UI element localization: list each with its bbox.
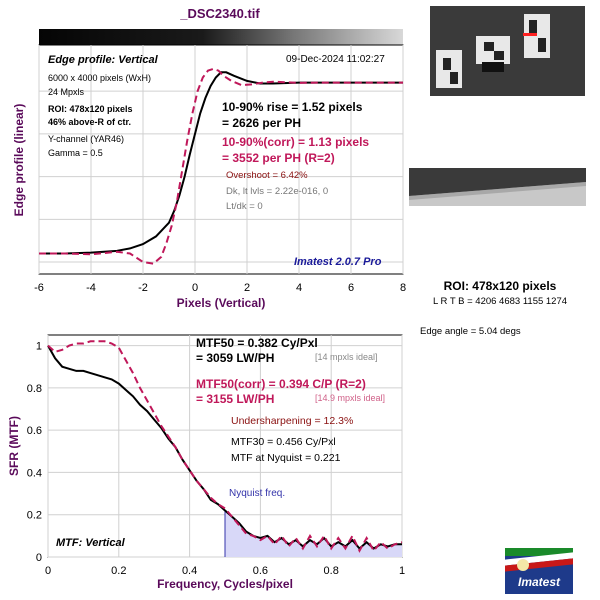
chart-thumbnail bbox=[430, 6, 585, 96]
mtf50-corr-result: MTF50(corr) = 0.394 C/P (R=2) bbox=[196, 377, 366, 391]
target-square-3-inner-2 bbox=[538, 38, 546, 52]
mtf50-result: MTF50 = 0.382 Cy/Pxl bbox=[196, 336, 318, 350]
light-dark-ratio: Lt/dk = 0 bbox=[226, 201, 263, 212]
edge-measured-line bbox=[39, 71, 403, 255]
logo-text: Imatest bbox=[517, 575, 561, 589]
mtf-measured-line bbox=[47, 345, 402, 550]
roi-edge-image bbox=[409, 182, 586, 206]
edge-x-tick-label: -2 bbox=[138, 282, 148, 294]
edge-x-tick-label: 2 bbox=[244, 282, 250, 294]
mtf-y-tick-label: 0.2 bbox=[27, 510, 42, 522]
target-square-2-inner bbox=[484, 42, 494, 51]
mtf-tick-labels: 0 0.2 0.4 0.6 0.8 1 0 0.2 0.4 0.6 0.8 1 bbox=[27, 341, 405, 577]
rise-corr-result: 10-90%(corr) = 1.13 pixels bbox=[222, 135, 370, 149]
mtf-y-tick-label: 0.4 bbox=[27, 467, 42, 479]
roi-position-info: 46% above-R of ctr. bbox=[48, 117, 132, 127]
roi-coordinates: L R T B = 4206 4683 1155 1274 bbox=[432, 296, 568, 307]
edge-gradient-bar bbox=[39, 29, 403, 45]
mtf-y-axis-label: SFR (MTF) bbox=[7, 416, 21, 476]
imatest-logo: Imatest bbox=[505, 548, 573, 594]
mtf50-lwph: = 3059 LW/PH bbox=[196, 351, 275, 365]
mtf-x-tick-label: 0.4 bbox=[182, 565, 197, 577]
roi-title: ROI: 478x120 pixels bbox=[443, 279, 557, 293]
edge-x-axis-label: Pixels (Vertical) bbox=[177, 296, 266, 310]
logo-stripe-green bbox=[505, 548, 573, 556]
mtf50-corr-lwph: = 3155 LW/PH bbox=[196, 392, 275, 406]
mtf-y-tick-label: 0 bbox=[36, 552, 42, 564]
edge-x-tick-label: 0 bbox=[192, 282, 198, 294]
mtf-y-tick-label: 0.6 bbox=[27, 425, 42, 437]
mtf50-corr-ideal: [14.9 mpxls ideal] bbox=[315, 393, 386, 403]
nyquist-label: Nyquist freq. bbox=[229, 488, 286, 499]
image-size-info: 6000 x 4000 pixels (WxH) bbox=[48, 73, 152, 83]
mtf-x-tick-label: 0.6 bbox=[253, 565, 268, 577]
edge-x-tick-label: 8 bbox=[400, 282, 406, 294]
undersharpening-value: Undersharpening = 12.3% bbox=[231, 415, 354, 427]
edge-panel-title: Edge profile: Vertical bbox=[48, 54, 158, 66]
file-title: _DSC2340.tif bbox=[180, 6, 260, 21]
edge-x-tick-labels: -6 -4 -2 0 2 4 6 8 bbox=[34, 282, 406, 294]
rise-result: 10-90% rise = 1.52 pixels bbox=[222, 100, 363, 114]
target-square-1-inner-2 bbox=[450, 72, 458, 84]
edge-x-tick-label: 6 bbox=[348, 282, 354, 294]
roi-size-info: ROI: 478x120 pixels bbox=[48, 104, 133, 114]
mtf-x-tick-label: 0.8 bbox=[324, 565, 339, 577]
target-square-1-inner bbox=[443, 58, 451, 70]
channel-info: Y-channel (YAR46) bbox=[48, 134, 125, 144]
mtf-y-tick-label: 1 bbox=[36, 341, 42, 353]
megapixels-info: 24 Mpxls bbox=[48, 87, 85, 97]
overshoot-value: Overshoot = 6.42% bbox=[226, 170, 308, 181]
imatest-version-label: Imatest 2.0.7 Pro bbox=[294, 256, 382, 268]
edge-x-tick-label: -4 bbox=[86, 282, 96, 294]
rise-corr-per-ph: = 3552 per PH (R=2) bbox=[222, 151, 335, 165]
mtf-x-tick-label: 0 bbox=[45, 565, 51, 577]
rise-per-ph: = 2626 per PH bbox=[222, 116, 302, 130]
edge-angle: Edge angle = 5.04 degs bbox=[420, 326, 521, 337]
mtf30-value: MTF30 = 0.456 Cy/Pxl bbox=[231, 436, 336, 448]
target-square-3 bbox=[524, 14, 550, 58]
edge-x-tick-label: -6 bbox=[34, 282, 44, 294]
mtf-x-tick-label: 1 bbox=[399, 565, 405, 577]
edge-corrected-line bbox=[39, 67, 403, 265]
mtf-nyquist-value: MTF at Nyquist = 0.221 bbox=[231, 452, 341, 464]
target-center-dark bbox=[482, 62, 504, 72]
logo-sun-icon bbox=[517, 559, 529, 571]
roi-edge-crop bbox=[409, 168, 586, 206]
edge-profile-chart: -6 -4 -2 0 2 4 6 8 Pixels (Vertical) Edge profi… bbox=[12, 29, 406, 310]
mtf-x-axis-label: Frequency, Cycles/pixel bbox=[157, 577, 293, 591]
target-square-2-inner-2 bbox=[494, 51, 504, 60]
gamma-info: Gamma = 0.5 bbox=[48, 148, 103, 158]
mtf-panel-label: MTF: Vertical bbox=[56, 537, 125, 549]
edge-y-axis-label: Edge profile (linear) bbox=[12, 104, 26, 217]
nyquist-region-fill bbox=[225, 510, 402, 557]
edge-timestamp: 09-Dec-2024 11:02:27 bbox=[286, 54, 385, 65]
edge-x-tick-label: 4 bbox=[296, 282, 302, 294]
target-square-3-inner bbox=[529, 20, 537, 36]
roi-marker bbox=[523, 33, 537, 36]
mtf-chart: 0 0.2 0.4 0.6 0.8 1 0 0.2 0.4 0.6 0.8 1 Frequency, … bbox=[7, 334, 405, 591]
mtf-x-tick-label: 0.2 bbox=[111, 565, 126, 577]
mtf-y-tick-label: 0.8 bbox=[27, 383, 42, 395]
mtf50-ideal: [14 mpxls ideal] bbox=[315, 352, 378, 362]
dark-light-levels: Dk, lt lvls = 2.22e-016, 0 bbox=[226, 186, 329, 197]
